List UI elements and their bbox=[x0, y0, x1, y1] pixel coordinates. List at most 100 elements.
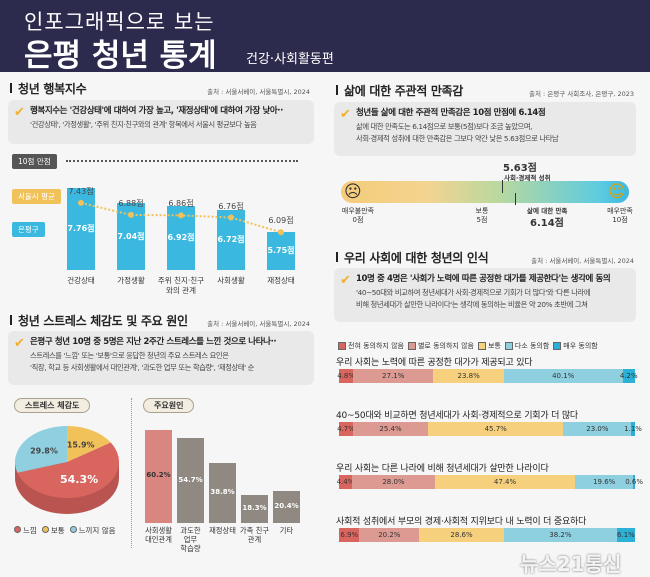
stress-pie: 15.9% 54.3% 29.8% bbox=[15, 426, 119, 514]
legend-item: 느끼지 않음 bbox=[69, 526, 116, 535]
legend-swatch bbox=[407, 342, 416, 350]
econ-label: 사회·경제적 성취 bbox=[504, 174, 551, 182]
check-icon: ✔ bbox=[340, 107, 351, 122]
legend-item: 별로 동의하지 않음 bbox=[407, 341, 474, 351]
life-value: 6.14점 bbox=[530, 218, 564, 229]
bar-segment: 4.4% bbox=[337, 475, 354, 489]
ep-tag: 은평구 bbox=[12, 222, 45, 237]
legend-swatch bbox=[14, 526, 21, 533]
stacked-bar: 4.8% 27.1% 23.8% 40.1% 4.2% bbox=[337, 369, 638, 383]
seoul-avg-label: 6.86점 bbox=[168, 199, 194, 209]
callout-sub: '건강상태', '가정생활', '주위 친지·친구와의 관계' 항목에서 서울시… bbox=[30, 120, 257, 129]
seoul-avg-line bbox=[78, 199, 284, 236]
life-marker bbox=[515, 193, 517, 205]
seoul-avg-point bbox=[178, 212, 184, 219]
callout-sub: 비해 청년세대가 살만한 나라이다'는 생각에 동의하는 비율은 약 20% 초… bbox=[356, 300, 588, 309]
legend-swatch bbox=[338, 342, 346, 350]
econ-value: 5.63점 bbox=[503, 163, 537, 174]
satisfaction-callout: ✔ 청년들 삶에 대한 주관적 만족감은 10점 만점에 6.14점 삶에 대한… bbox=[334, 102, 636, 156]
bar-segment: 1.1% bbox=[624, 422, 642, 436]
bar-segment: 4.2% bbox=[620, 369, 638, 383]
bar-segment: 47.4% bbox=[434, 475, 576, 489]
legend-label: 다소 동의함 bbox=[514, 342, 550, 350]
satisfaction-title: 삶에 대한 주관적 만족감 bbox=[336, 82, 463, 99]
satisfaction-gauge bbox=[341, 181, 629, 203]
pie-label: 29.8% bbox=[30, 446, 58, 455]
callout-sub: 사회·경제적 성취에 대한 만족감은 그보다 약간 낮은 5.63점으로 나타남 bbox=[356, 134, 559, 143]
seoul-avg-label: 6.09점 bbox=[268, 216, 294, 226]
bar-segment: 4.8% bbox=[337, 369, 355, 383]
perception-source: 출처 : 서울서베이, 서울특별시, 2024 bbox=[531, 257, 634, 265]
pie-legend: 느낌 보통 느끼지 않음 bbox=[14, 525, 121, 536]
legend-item: 보통 bbox=[477, 341, 501, 351]
callout-main: 행복지수는 '건강상태'에 대하여 가장 높고, '재정상태'에 대하여 가장 … bbox=[30, 106, 283, 116]
callout-main: 은평구 청년 10명 중 5명은 지난 2주간 스트레스를 느낀 것으로 나타나… bbox=[30, 337, 277, 347]
bar-value-label: 7.76점 bbox=[67, 223, 95, 233]
cause-bar: 20.4% bbox=[273, 491, 300, 523]
row-title: 우리 사회는 다른 나라에 비해 청년세대가 살만한 나라이다 bbox=[336, 464, 549, 474]
gauge-min-label: 매우불만족 bbox=[341, 207, 375, 215]
legend-item: 느낌 bbox=[14, 526, 37, 535]
bar-segment: 4.7% bbox=[337, 422, 355, 436]
pie-title: 스트레스 체감도 bbox=[14, 398, 91, 413]
seoul-avg-label: 6.88점 bbox=[118, 198, 144, 208]
x-axis-label: 사회생활 bbox=[217, 276, 245, 285]
legend-item: 다소 동의함 bbox=[504, 341, 550, 351]
bar-eunpyeong bbox=[267, 231, 295, 270]
sad-face-icon: ☹ bbox=[344, 182, 362, 202]
callout-main: 청년들 삶에 대한 주관적 만족감은 10점 만점에 6.14점 bbox=[356, 108, 546, 118]
pie-label: 15.9% bbox=[67, 441, 95, 450]
gauge-min: 매우불만족 0점 bbox=[335, 207, 381, 225]
happy-face-icon: ☺ bbox=[608, 182, 626, 202]
legend-label: 느끼지 않음 bbox=[78, 526, 116, 535]
pie-slice bbox=[17, 442, 119, 498]
stress-title: 청년 스트레스 체감도 및 주요 원인 bbox=[10, 312, 188, 329]
cause-bar: 18.3% bbox=[241, 494, 268, 523]
bar-segment: 6.9% bbox=[339, 528, 360, 542]
bar-segment: 0.6% bbox=[625, 475, 643, 489]
watermark: 뉴스21통신 bbox=[520, 552, 622, 576]
max-line bbox=[66, 160, 298, 162]
seoul-avg-label: 7.43점 bbox=[68, 186, 94, 196]
legend-label: 별로 동의하지 않음 bbox=[417, 342, 474, 350]
check-icon: ✔ bbox=[340, 273, 351, 288]
pie-slice bbox=[15, 426, 67, 473]
callout-sub: '직장, 학교 등 사회생활에서 대인관계', '과도한 업무 또는 학습량',… bbox=[30, 363, 254, 372]
cause-bar: 38.8% bbox=[209, 462, 236, 523]
happiness-title: 청년 행복지수 bbox=[10, 80, 87, 97]
header: 인포그래픽으로 보는 은평 청년 통계 건강·사회활동편 bbox=[0, 0, 650, 74]
bar-segment: 28.0% bbox=[352, 475, 435, 489]
seoul-avg-point bbox=[128, 211, 134, 218]
perception-legend: 전혀 동의하지 않음 별로 동의하지 않음 보통 다소 동의함 매우 동의함 bbox=[338, 335, 602, 354]
bar-value-label: 5.75점 bbox=[267, 245, 295, 255]
cause-bar: 60.2% bbox=[145, 429, 172, 523]
legend-swatch bbox=[69, 526, 77, 533]
row-title: 사회적 성취에서 부모의 경제·사회적 지위보다 내 노력이 더 중요하다 bbox=[336, 517, 587, 527]
x-axis-label: 건강상태 bbox=[67, 276, 95, 285]
legend-swatch bbox=[553, 342, 562, 350]
stress-callout: ✔ 은평구 청년 10명 중 5명은 지난 2주간 스트레스를 느낀 것으로 나… bbox=[8, 331, 314, 385]
x-axis-label: 주위 친지·친구와의 관계 bbox=[157, 276, 205, 295]
stacked-bar: 4.4% 28.0% 47.4% 19.6% 0.6% bbox=[337, 475, 643, 489]
header-edition: 건강·사회활동편 bbox=[246, 52, 334, 67]
x-axis-label: 가정생활 bbox=[117, 276, 145, 285]
legend-swatch bbox=[504, 342, 513, 350]
gauge-mid-value: 5점 bbox=[476, 216, 488, 224]
cause-label: 과도한 업무 학습량 bbox=[180, 526, 201, 553]
bar-segment: 20.2% bbox=[359, 528, 420, 542]
stress-source: 출처 : 서울서베이, 서울특별시, 2024 bbox=[207, 320, 310, 328]
callout-sub: 스트레스를 '느낌' 또는 '보통'으로 응답한 청년의 주요 스트레스 요인은 bbox=[30, 351, 229, 360]
gauge-min-value: 0점 bbox=[352, 216, 364, 224]
bar-segment: 19.6% bbox=[575, 475, 634, 489]
legend-label: 전혀 동의하지 않음 bbox=[348, 342, 404, 350]
pie-slice bbox=[67, 426, 111, 462]
cause-label: 재정상태 bbox=[209, 526, 236, 535]
stacked-bar: 4.7% 25.4% 45.7% 23.0% 1.1% bbox=[337, 422, 642, 436]
legend-item: 매우 동의함 bbox=[553, 341, 598, 351]
cause-bar: 54.7% bbox=[177, 438, 204, 523]
legend-label: 보통 bbox=[487, 342, 501, 350]
seoul-tag: 서울시 평균 bbox=[12, 189, 61, 204]
econ-marker bbox=[501, 180, 503, 193]
perception-callout: ✔ 10명 중 4명은 '사회가 노력에 따른 공정한 대가를 제공한다'는 생… bbox=[334, 268, 636, 322]
bar-segment: 27.1% bbox=[353, 369, 434, 383]
